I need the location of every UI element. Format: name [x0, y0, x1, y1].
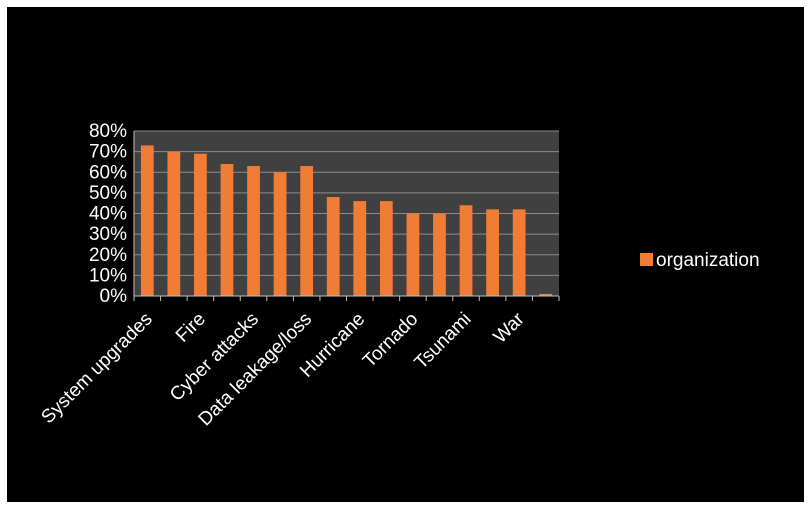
- bar: [326, 197, 340, 296]
- legend-swatch: [640, 253, 653, 266]
- bar: [459, 205, 473, 296]
- bar: [353, 201, 367, 296]
- bar: [406, 213, 420, 296]
- bar: [512, 209, 526, 296]
- bar: [300, 166, 314, 296]
- y-tick-label: 70%: [89, 142, 127, 163]
- y-tick-label: 10%: [89, 265, 127, 286]
- x-category-label: Tornado: [359, 309, 422, 372]
- y-tick-label: 20%: [89, 245, 127, 266]
- bar: [539, 293, 553, 296]
- bar: [167, 151, 181, 296]
- x-category-label: Tsunami: [411, 309, 476, 374]
- x-category-label: System upgrades: [37, 309, 156, 428]
- bar: [140, 145, 154, 296]
- y-tick-label: 60%: [89, 162, 127, 183]
- bar: [273, 172, 287, 296]
- y-tick-label: 30%: [89, 224, 127, 245]
- legend-label: organization: [656, 250, 760, 271]
- y-tick-label: 0%: [100, 286, 128, 307]
- y-tick-label: 50%: [89, 183, 127, 204]
- chart-frame: 0% 10% 20% 30% 40% 50% 60% 70% 80% System upgrad…: [7, 7, 804, 502]
- y-tick-label: 40%: [89, 204, 127, 225]
- bar: [220, 164, 234, 296]
- bar: [247, 166, 260, 296]
- bar: [194, 153, 207, 296]
- bar: [433, 213, 446, 296]
- x-category-label: War: [490, 308, 529, 347]
- x-category-label: Fire: [172, 309, 210, 347]
- y-tick-label: 80%: [89, 121, 127, 142]
- bar-chart: 0%10%20%30%40%50%60%70%80% System upgrad…: [37, 121, 760, 430]
- bar: [486, 209, 499, 296]
- bar: [379, 201, 393, 296]
